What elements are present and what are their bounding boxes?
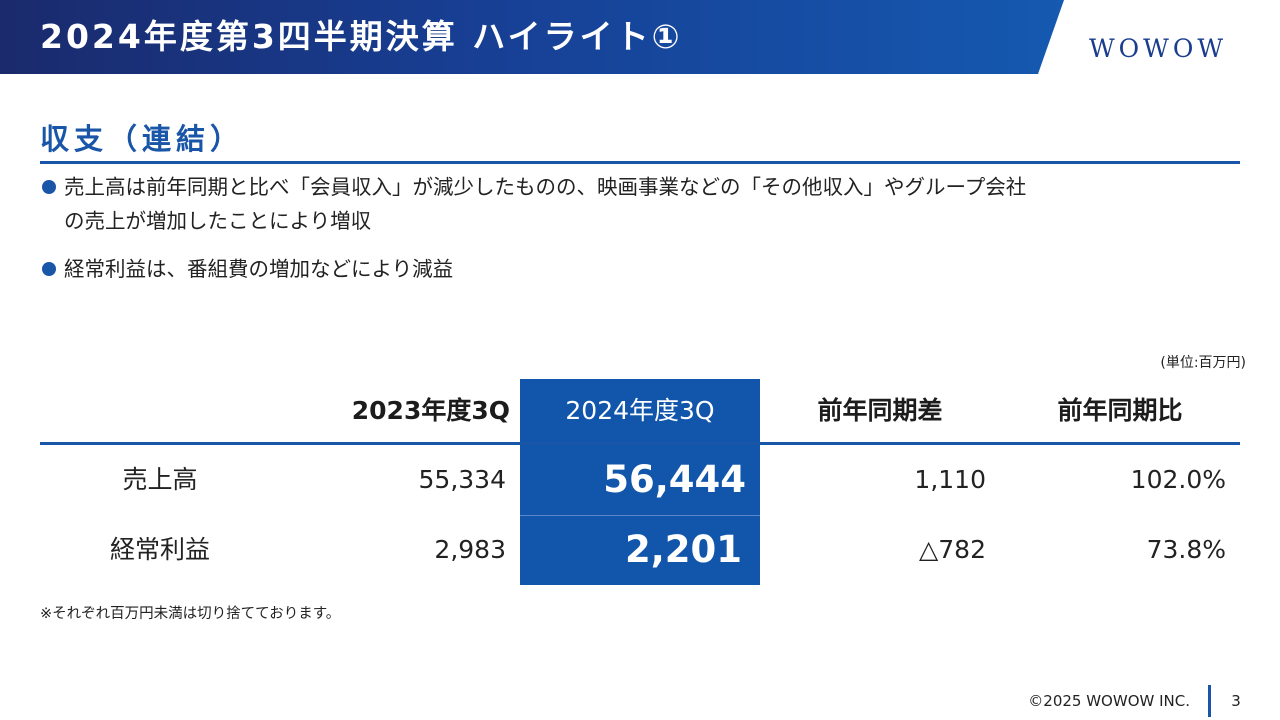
column-header-2023-3q: 2023年度3Q [351,396,510,425]
section-divider [40,161,1240,164]
bullet-text-line: の売上が増加したことにより増収 [64,209,372,233]
unit-label: (単位:百万円) [1160,355,1246,371]
bullet-item: 経常利益は、番組費の増加などにより減益 [40,252,1250,288]
bullet-icon [42,180,56,194]
copyright: ©2025 WOWOW INC. [1028,692,1190,710]
wowow-logo: WOWOW [1088,34,1228,63]
cell-2024-3q: 2,201 [624,528,742,571]
cell-yoy-diff: 1,110 [914,465,986,494]
cell-yoy-diff: △782 [919,535,986,564]
column-header-2024-3q: 2024年度3Q [565,396,715,425]
cell-2023-3q: 55,334 [418,465,506,494]
bullet-icon [42,262,56,276]
table-header-rule [40,442,1240,445]
highlight-column [520,379,760,585]
bullet-item: 売上高は前年同期と比べ「会員収入」が減少したものの、映画事業などの「その他収入」… [40,170,1250,240]
footer-divider [1208,685,1211,717]
row-label: 経常利益 [109,535,210,564]
bullet-text-line: 経常利益は、番組費の増加などにより減益 [64,257,454,281]
cell-yoy-ratio: 73.8% [1146,535,1226,564]
column-header-yoy-diff: 前年同期差 [817,396,943,425]
footnote: ※それぞれ百万円未満は切り捨てております。 [40,606,341,622]
cell-2024-3q: 56,444 [603,458,746,501]
row-label: 売上高 [122,465,198,494]
cell-yoy-ratio: 102.0% [1130,465,1226,494]
section-title: 収支（連結） [40,122,245,156]
bullet-text-line: 売上高は前年同期と比べ「会員収入」が減少したものの、映画事業などの「その他収入」… [64,175,1027,199]
highlight-row-divider [520,515,760,516]
page-number: 3 [1231,692,1241,710]
column-header-yoy-ratio: 前年同期比 [1057,396,1183,425]
cell-2023-3q: 2,983 [434,535,506,564]
title-banner [0,0,1064,74]
slide-title: 2024年度第3四半期決算 ハイライト① [40,17,683,56]
